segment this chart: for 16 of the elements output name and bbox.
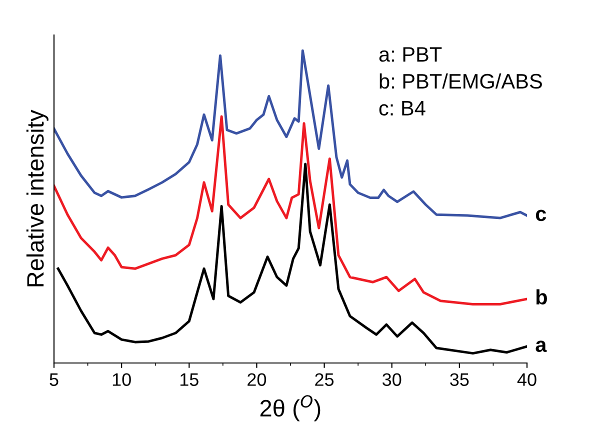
x-axis-title: 2θ ($^{O}$) xyxy=(260,395,320,422)
y-axis-title: Relative intensity xyxy=(26,110,48,286)
series-label: a xyxy=(536,340,547,352)
annotation: c: B4 xyxy=(379,101,426,116)
x-tick-label: 5 xyxy=(50,373,58,386)
x-tick-label: 20 xyxy=(248,373,266,386)
series-label: b xyxy=(536,289,547,305)
x-tick-label: 10 xyxy=(112,373,131,386)
x-tick-label: 35 xyxy=(450,373,469,386)
x-tick-label: 40 xyxy=(517,373,536,386)
x-tick-label: 15 xyxy=(180,373,198,386)
annotation: b: PBT/EMG/ABS xyxy=(380,73,542,89)
annotation: a: PBT xyxy=(379,47,442,62)
x-tick-label: 30 xyxy=(382,373,402,386)
x-tick-label: 25 xyxy=(315,373,334,386)
series-label: c xyxy=(536,210,546,222)
